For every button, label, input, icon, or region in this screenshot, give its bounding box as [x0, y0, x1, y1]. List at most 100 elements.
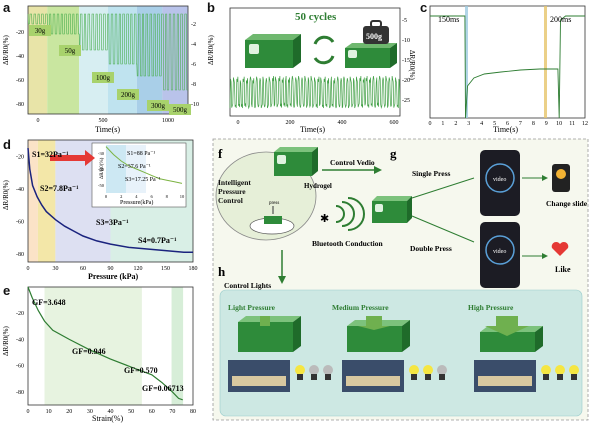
- ytick-a: -80: [16, 102, 24, 108]
- phone-top: [480, 150, 520, 216]
- xtick-c: 3: [467, 121, 470, 127]
- ytick-b: -15: [402, 58, 410, 64]
- inset-s3: S3=17.25 Pa⁻¹: [125, 177, 161, 183]
- highlight-200ms: [544, 6, 547, 118]
- ytick-b: -25: [402, 98, 410, 104]
- control-video-label: Control Vedio: [330, 158, 375, 167]
- high-pressure-label: High Pressure: [468, 303, 514, 312]
- zoom-arrow-icon: [50, 150, 95, 166]
- weight-label: 500g: [366, 32, 382, 41]
- lights-photo: [228, 360, 333, 392]
- xtick-d: 60: [80, 266, 86, 272]
- signal-waves-icon: [335, 197, 365, 231]
- hydrogel-cube-g: [372, 196, 412, 223]
- xtick-c: 11: [569, 121, 575, 127]
- signal-c: [430, 15, 585, 119]
- xtick-c: 6: [506, 121, 509, 127]
- xtick-c: 8: [532, 121, 535, 127]
- xtick-c: 12: [582, 121, 588, 127]
- inset-xtick: 0: [105, 194, 108, 199]
- panel-b: b 50 cycles 500g ΔR/R0(%) ΔR/R0(%) Tim: [205, 0, 418, 135]
- hydrogel-cube-f: [274, 147, 318, 176]
- video-label-top: video: [493, 177, 506, 183]
- highlight-150ms: [465, 6, 468, 118]
- chart-b: 50 cycles 500g ΔR/R0(%) ΔR/R0(%) Time(s)…: [207, 7, 416, 134]
- gf1-label: GF=3.648: [32, 298, 66, 307]
- s2-label: S2=7.8Pa⁻¹: [40, 184, 79, 193]
- region-band: [44, 287, 142, 405]
- xtick-e: 0: [27, 409, 30, 415]
- xtick-d: 150: [161, 266, 170, 272]
- bulb-on-icon: [541, 365, 551, 375]
- light-pressure-label: Light Pressure: [228, 303, 276, 312]
- panel-label-g: g: [390, 146, 397, 161]
- xtick-e: 10: [46, 409, 52, 415]
- inset-s1: S1=88 Pa⁻¹: [127, 151, 155, 157]
- region-band: [171, 287, 184, 405]
- xtick-d: 0: [27, 266, 30, 272]
- ytick-e: -40: [16, 337, 24, 343]
- panel-c: c 150ms 200ms Time(s) 0 1 2 3 4 5 6 7 8 9 10 11 12: [418, 0, 591, 135]
- xtick-c: 9: [545, 121, 548, 127]
- inset-ylabel: ΔR/R0(%): [100, 157, 105, 179]
- load-band: [47, 6, 80, 114]
- xtick-c: 5: [493, 121, 496, 127]
- xtick-b: 400: [338, 120, 347, 126]
- bulb-off-icon: [323, 365, 333, 375]
- panel-a: a ΔR/R0(%) Time(s) -20 -40 -60 -80 -2 -4 -6 -8 -…: [0, 0, 205, 135]
- panel-label-b: b: [207, 0, 215, 15]
- ytick-b: -5: [402, 18, 407, 24]
- load-label: 100g: [96, 74, 111, 82]
- signal-a: [27, 13, 188, 91]
- xlabel-c: Time(s): [493, 125, 518, 134]
- ytick-a-right: -6: [191, 62, 196, 68]
- xtick-e: 50: [128, 409, 134, 415]
- press-label: press: [269, 201, 279, 206]
- xtick-b: 0: [237, 120, 240, 126]
- panel-label-h: h: [218, 264, 226, 279]
- region-band: [28, 140, 38, 262]
- inset-curve: [105, 146, 183, 184]
- load-tag: [59, 45, 81, 56]
- xtick-b: 600: [390, 120, 399, 126]
- ytick-e: -20: [16, 311, 24, 317]
- load-label: 500g: [173, 106, 188, 114]
- inset-ytick: -40: [98, 167, 105, 172]
- heart-icon: [551, 241, 569, 256]
- pressed-hydrogel-block: [345, 20, 397, 68]
- ytick-d: -20: [16, 154, 24, 160]
- ytick-b: -10: [402, 38, 410, 44]
- xtick-d: 120: [134, 266, 143, 272]
- ann-150ms: 150ms: [438, 15, 459, 24]
- bulb-off-icon: [309, 365, 319, 375]
- panel-label-c: c: [420, 0, 428, 15]
- panel-label-d: d: [3, 137, 11, 152]
- xtick-c: 2: [454, 121, 457, 127]
- chart-c: 150ms 200ms Time(s) 0 1 2 3 4 5 6 7 8 9 10 11 12: [429, 5, 588, 134]
- change-slide-label: Change slide: [546, 199, 588, 208]
- bulb-on-icon: [423, 365, 433, 375]
- ytick-b: -20: [402, 78, 410, 84]
- ytick-d: -80: [16, 252, 24, 258]
- bulb-off-icon: [437, 365, 447, 375]
- chart-e: GF=3.648 GF=0.946 GF=0.570 GF=0.06713 ΔR…: [2, 286, 196, 423]
- weight-icon: [363, 26, 389, 44]
- xtick-d: 90: [108, 266, 114, 272]
- hands-icon: [249, 206, 295, 235]
- xtick-e: 40: [108, 409, 114, 415]
- panel-label-e: e: [3, 283, 11, 298]
- chart-d: S1=88 Pa⁻¹ S2=37.6 Pa⁻¹ S3=17.25 Pa⁻¹ Pr…: [2, 139, 198, 281]
- ytick-a-right: -10: [191, 102, 199, 108]
- s4-label: S4=0.7Pa⁻¹: [138, 236, 177, 245]
- xtick-e: 80: [190, 409, 196, 415]
- load-label: 50g: [65, 47, 76, 55]
- ytick-a-right: -2: [191, 22, 196, 28]
- chart-a: ΔR/R0(%) Time(s) -20 -40 -60 -80 -2 -4 -6 -8 -10…: [2, 5, 199, 134]
- schematic-fgh: f Hydrogel Intelligent Pressure Control …: [212, 138, 589, 421]
- region-band: [37, 140, 56, 262]
- ytick-a: -40: [16, 54, 24, 60]
- curve-d: [27, 148, 193, 253]
- inset-ytick: -30: [98, 151, 105, 156]
- medium-pressure-label: Medium Pressure: [332, 303, 389, 312]
- xtick-e: 70: [169, 409, 175, 415]
